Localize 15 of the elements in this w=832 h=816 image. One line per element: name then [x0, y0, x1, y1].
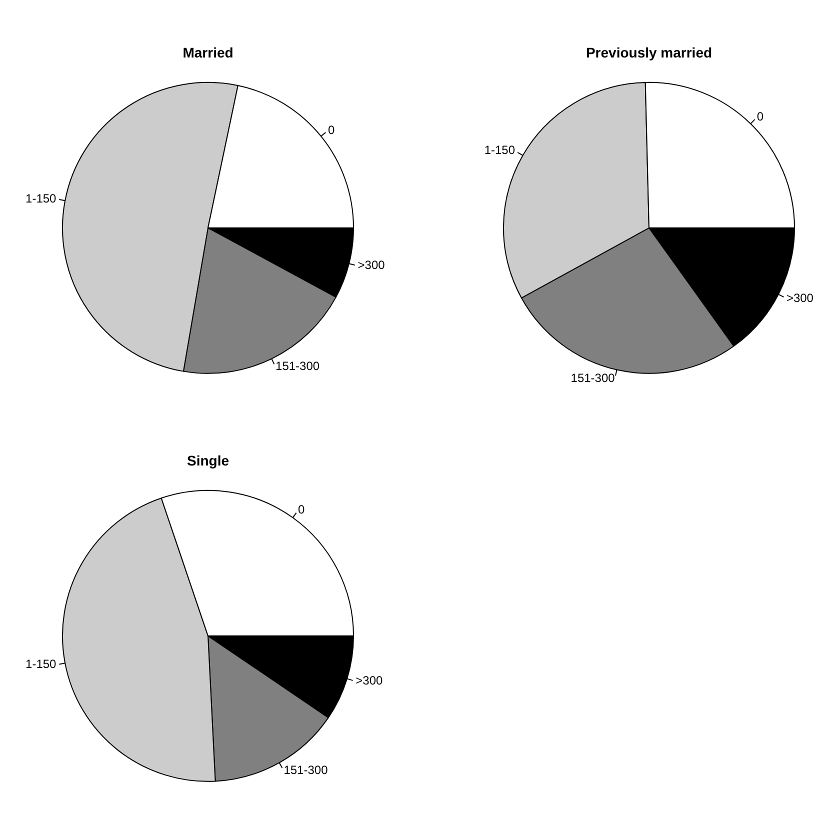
slice-label: >300 — [786, 290, 814, 305]
slice-label: 1-150 — [26, 657, 57, 672]
slice-label: 151-300 — [276, 359, 320, 374]
chart-title: Previously married — [586, 44, 712, 60]
slice-label: >300 — [358, 258, 386, 272]
slice-label: 1-150 — [26, 191, 57, 206]
chart-title: Single — [186, 452, 230, 468]
slice-label: 0 — [298, 502, 306, 517]
chart-title: Married — [182, 44, 234, 60]
slice-label: 0 — [756, 110, 764, 124]
slice-label: 151-300 — [284, 762, 328, 777]
slice-label: 0 — [328, 122, 335, 137]
slice-label: >300 — [356, 674, 384, 688]
slice-label: 151-300 — [570, 370, 616, 385]
slice-label: 1-150 — [484, 143, 516, 158]
